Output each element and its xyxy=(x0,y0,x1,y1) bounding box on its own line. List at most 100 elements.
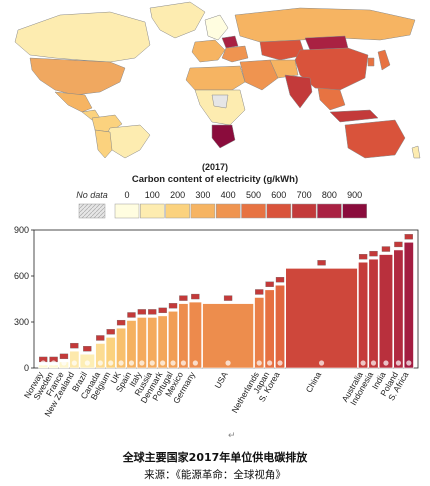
legend-value-0: 0 xyxy=(124,190,129,200)
legend-swatch-900 xyxy=(342,203,367,219)
bar-denmark xyxy=(157,315,168,369)
legend-scale: 0 100 200 300 400 500 600 700 800 900 xyxy=(114,190,367,219)
rank-marker-netherlands xyxy=(256,360,262,366)
legend-value-800: 800 xyxy=(322,190,337,200)
rank-marker-mexico xyxy=(180,360,187,366)
bar-mexico xyxy=(178,303,189,369)
bar-belgium xyxy=(105,337,116,369)
map-region-andes xyxy=(94,129,113,159)
rank-marker-usa xyxy=(225,360,231,366)
map-region-western-europe xyxy=(191,39,226,63)
world-map-svg xyxy=(14,1,421,159)
return-mark: ↵ xyxy=(228,430,236,440)
bar-chart: 0 300 600 900 Norway Sweden France New Zealand… xyxy=(0,224,430,444)
flag-new-zealand xyxy=(70,342,79,349)
flag-uk xyxy=(116,319,126,326)
map-region-no-data-africa xyxy=(211,94,229,109)
map-region-mongolia xyxy=(304,35,349,51)
bar-poland xyxy=(393,249,404,369)
y-tick-label-300: 300 xyxy=(14,317,29,327)
flag-portugal xyxy=(168,303,178,309)
map-region-japan xyxy=(377,49,391,71)
map-region-canada xyxy=(14,11,151,63)
x-label-china: China xyxy=(304,370,324,394)
map-region-india xyxy=(284,74,313,109)
legend-swatch-0 xyxy=(114,203,140,219)
map-region-southeast-asia xyxy=(317,87,346,111)
bar-s-africa xyxy=(403,241,414,369)
bar-canada xyxy=(95,343,106,369)
no-data-label: No data xyxy=(76,190,108,200)
caption-source: 来源：《能源革命：全球视角》 xyxy=(144,469,286,481)
y-tick-label-600: 600 xyxy=(14,271,29,281)
legend-swatch-100 xyxy=(140,203,165,219)
legend-swatch-600 xyxy=(266,203,292,219)
bar-russia xyxy=(147,317,158,369)
bar-uk xyxy=(116,327,127,369)
flag-denmark xyxy=(158,307,167,314)
no-data-swatch xyxy=(78,203,106,219)
bar-china xyxy=(285,268,358,369)
map-region-eastern-europe xyxy=(221,45,249,63)
flag-spain xyxy=(127,312,136,318)
legend-value-600: 600 xyxy=(271,190,286,200)
flag-netherlands xyxy=(255,289,264,295)
map-region-poland xyxy=(221,35,239,49)
rank-marker-russia xyxy=(149,360,155,366)
map-legend-svg: (2017) Carbon content of electricity (g/… xyxy=(76,162,367,219)
map-region-iran-afghanistan xyxy=(269,59,299,79)
rank-marker-poland xyxy=(395,360,402,366)
rank-marker-s-korea xyxy=(277,360,283,366)
legend-swatch-500 xyxy=(241,203,266,219)
rank-marker-norway xyxy=(40,360,46,366)
map-region-south-africa xyxy=(211,124,236,149)
flag-australia xyxy=(358,254,368,260)
rank-marker-brazil xyxy=(84,360,90,366)
map-region-brazil xyxy=(104,124,151,159)
rank-marker-sweden xyxy=(50,360,57,366)
rank-marker-china xyxy=(318,360,325,366)
legend-value-200: 200 xyxy=(170,190,185,200)
bar-new-zealand xyxy=(69,350,80,369)
map-region-north-africa xyxy=(185,65,246,91)
flag-usa xyxy=(223,295,233,301)
flag-canada xyxy=(96,335,105,341)
y-tick-label-900: 900 xyxy=(14,225,29,235)
bar-spain xyxy=(126,320,137,369)
legend-swatch-400 xyxy=(215,203,241,219)
rank-marker-spain xyxy=(128,360,135,366)
legend-swatch-300 xyxy=(190,203,216,219)
flag-brazil xyxy=(83,346,92,352)
flag-germany xyxy=(191,293,200,300)
map-year-label: (2017) xyxy=(202,162,228,172)
flag-russia xyxy=(148,309,157,315)
bar-indonesia xyxy=(368,258,379,369)
legend-title: Carbon content of electricity (g/kWh) xyxy=(132,174,298,185)
flag-japan xyxy=(265,281,274,287)
rank-marker-germany xyxy=(192,360,198,366)
flag-france xyxy=(59,353,69,360)
map-region-new-zealand xyxy=(411,145,421,159)
flag-italy xyxy=(137,309,147,315)
map-region-russia xyxy=(234,7,416,43)
rank-marker-belgium xyxy=(108,360,114,366)
map-region-australia xyxy=(344,119,406,159)
legend-swatch-700 xyxy=(291,203,317,219)
bar-australia xyxy=(358,261,369,369)
legend-value-900: 900 xyxy=(347,190,362,200)
bar-netherlands xyxy=(254,297,265,369)
rank-marker-italy xyxy=(139,360,145,366)
rank-marker-s-africa xyxy=(406,360,412,366)
world-map xyxy=(0,0,430,160)
bar-s-korea xyxy=(275,284,286,369)
flag-s-africa xyxy=(404,234,413,240)
flag-mexico xyxy=(179,295,188,301)
legend-swatch-800 xyxy=(317,203,342,219)
map-region-mexico xyxy=(54,91,93,113)
legend-value-400: 400 xyxy=(221,190,236,200)
rank-marker-australia xyxy=(360,360,366,366)
flag-india xyxy=(381,246,391,252)
rank-marker-denmark xyxy=(160,360,166,366)
